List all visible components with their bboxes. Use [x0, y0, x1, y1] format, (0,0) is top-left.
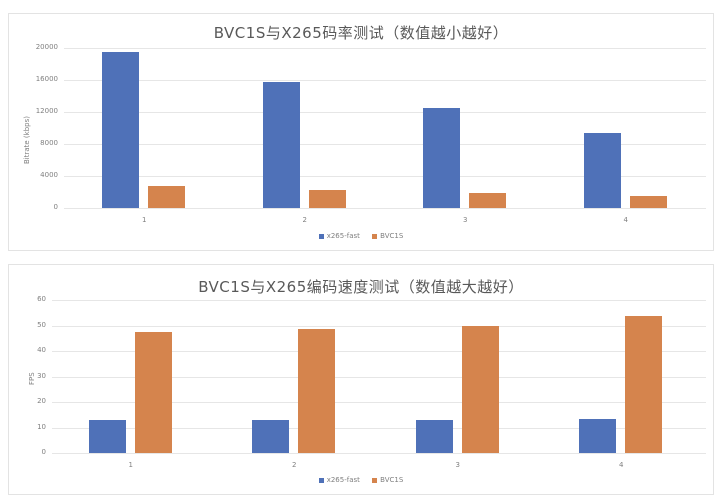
- x-tick-label: 4: [619, 461, 624, 469]
- gridline: [64, 176, 706, 177]
- bar-x265-fast-4: [579, 418, 617, 453]
- bar-bvc1s-4: [629, 196, 667, 208]
- bar-x265-fast-1: [102, 52, 140, 208]
- y-tick-label: 16000: [35, 75, 58, 83]
- x-tick-label: 2: [302, 216, 307, 224]
- y-tick-label: 0: [41, 448, 46, 456]
- gridline: [64, 112, 706, 113]
- y-tick-label: 8000: [40, 139, 58, 147]
- gridline: [52, 351, 706, 352]
- y-tick-label: 30: [37, 371, 46, 380]
- x-tick-label: 3: [463, 216, 468, 224]
- bar-x265-fast-3: [423, 108, 461, 208]
- gridline: [64, 208, 706, 209]
- gridline: [52, 453, 706, 454]
- y-tick-label: 10: [37, 422, 46, 431]
- legend-item-bvc1s: BVC1S: [372, 476, 403, 484]
- gridline: [52, 402, 706, 403]
- x-tick-label: 2: [292, 461, 297, 469]
- fps-plot-area: [52, 300, 706, 454]
- y-tick-label: 4000: [40, 171, 58, 179]
- bar-bvc1s-2: [298, 329, 336, 453]
- legend-item-x265-fast: x265-fast: [318, 476, 360, 484]
- bar-x265-fast-3: [415, 420, 453, 453]
- gridline: [52, 427, 706, 429]
- y-tick-label: 12000: [35, 107, 58, 115]
- gridline: [64, 144, 706, 145]
- x-tick-label: 1: [142, 216, 147, 224]
- bar-bvc1s-1: [148, 186, 186, 208]
- fps-legend: x265-fast BVC1S: [9, 476, 713, 484]
- legend-item-x265-fast: x265-fast: [318, 232, 360, 240]
- legend-item-bvc1s: BVC1S: [372, 232, 403, 240]
- bar-x265-fast-2: [252, 420, 290, 453]
- fps-chart-panel: BVC1S与X265编码速度测试（数值越大越好） FPS x265-fast B…: [8, 264, 714, 495]
- bar-bvc1s-3: [469, 193, 507, 208]
- gridline: [52, 325, 706, 327]
- bar-bvc1s-1: [134, 332, 172, 453]
- bar-x265-fast-4: [583, 132, 621, 208]
- x-tick-label: 1: [128, 461, 133, 469]
- y-tick-label: 60: [37, 295, 46, 303]
- bar-bvc1s-3: [461, 326, 499, 453]
- gridline: [64, 48, 706, 49]
- fps-chart-title: BVC1S与X265编码速度测试（数值越大越好）: [198, 278, 524, 296]
- y-tick-label: 50: [37, 320, 46, 329]
- gridline: [52, 376, 706, 378]
- bitrate-chart-panel: BVC1S与X265码率测试（数值越小越好） Bitrate (kbps) x2…: [8, 13, 714, 251]
- bar-x265-fast-1: [88, 420, 126, 453]
- y-tick-label: 20000: [35, 43, 58, 51]
- gridline: [64, 80, 706, 81]
- bar-x265-fast-2: [262, 82, 300, 208]
- bitrate-legend: x265-fast BVC1S: [9, 232, 713, 240]
- bar-bvc1s-4: [625, 316, 663, 453]
- x-tick-label: 3: [455, 461, 460, 469]
- gridline: [52, 300, 706, 301]
- bar-bvc1s-2: [308, 190, 346, 208]
- bitrate-chart-title: BVC1S与X265码率测试（数值越小越好）: [213, 24, 509, 42]
- y-tick-label: 20: [37, 397, 46, 405]
- bitrate-plot-area: [64, 48, 706, 209]
- y-tick-label: 0: [53, 203, 58, 211]
- y-tick-label: 40: [37, 346, 46, 354]
- x-tick-label: 4: [623, 216, 628, 224]
